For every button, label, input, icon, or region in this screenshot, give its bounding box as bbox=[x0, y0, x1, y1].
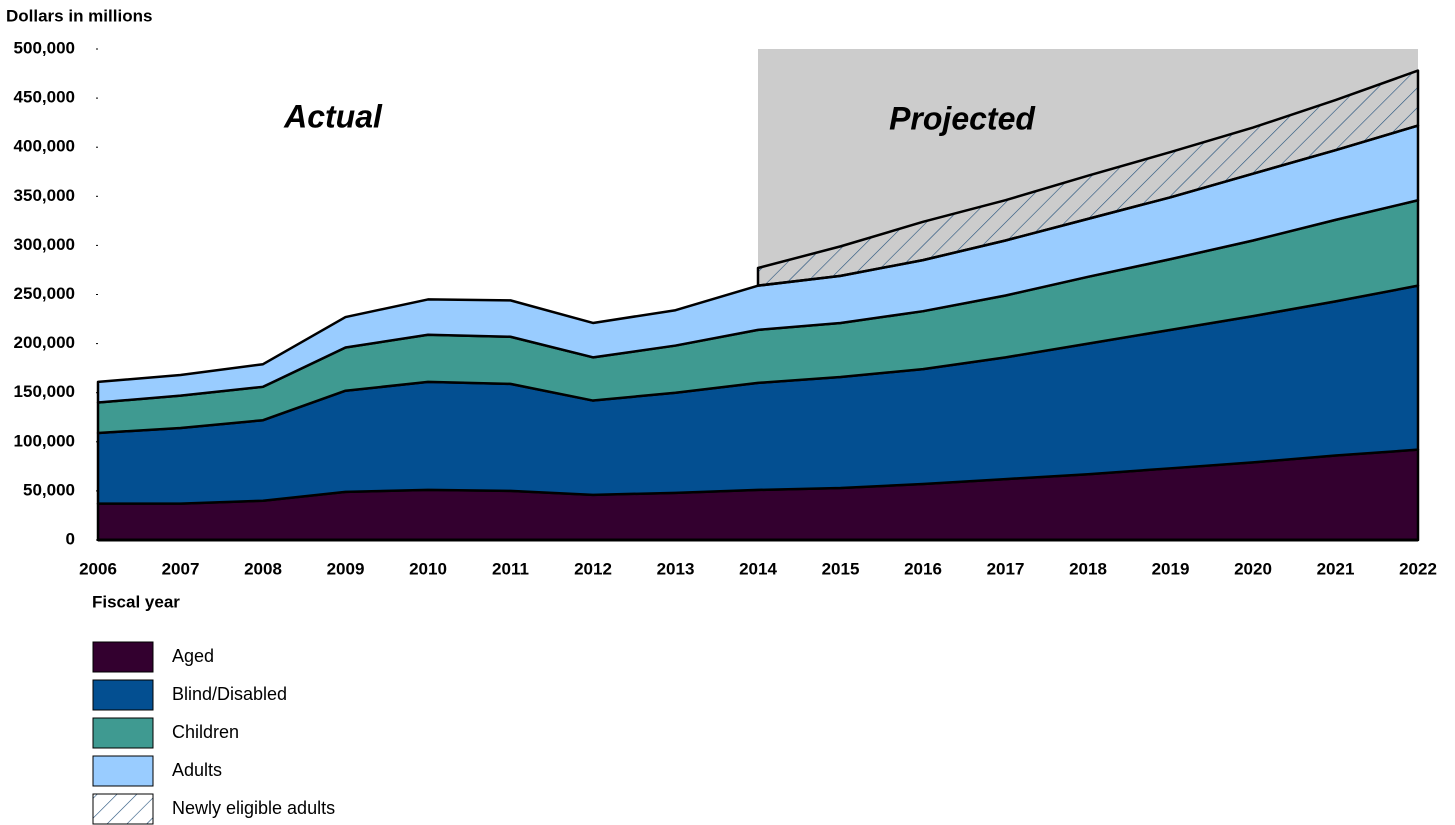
x-tick-label: 2010 bbox=[409, 559, 447, 578]
legend-label: Adults bbox=[172, 760, 222, 780]
legend-label: Aged bbox=[172, 646, 214, 666]
x-tick-label: 2011 bbox=[492, 559, 529, 578]
x-tick-label: 2021 bbox=[1317, 559, 1355, 578]
y-tick-label: 500,000 bbox=[14, 38, 75, 57]
y-tick-label: 300,000 bbox=[14, 235, 75, 254]
x-tick-label: 2009 bbox=[327, 559, 365, 578]
legend-label: Children bbox=[172, 722, 239, 742]
annotation: Actual bbox=[283, 98, 383, 134]
y-tick-label: 50,000 bbox=[23, 480, 75, 499]
legend-label: Blind/Disabled bbox=[172, 684, 287, 704]
x-tick-label: 2019 bbox=[1152, 559, 1190, 578]
y-tick-label: 400,000 bbox=[14, 137, 75, 156]
legend-swatch bbox=[92, 641, 154, 673]
y-tick-label: 200,000 bbox=[14, 333, 75, 352]
x-tick-label: 2012 bbox=[574, 559, 612, 578]
legend-swatch bbox=[92, 717, 154, 749]
y-tick-label: 250,000 bbox=[14, 284, 75, 303]
x-axis-label: Fiscal year bbox=[92, 592, 180, 611]
y-tick-label: 350,000 bbox=[14, 186, 75, 205]
legend-label: Newly eligible adults bbox=[172, 798, 335, 818]
x-tick-label: 2018 bbox=[1069, 559, 1107, 578]
x-tick-label: 2022 bbox=[1399, 559, 1437, 578]
y-tick-label: 0 bbox=[66, 529, 75, 548]
y-tick-label: 150,000 bbox=[14, 382, 75, 401]
legend-swatch bbox=[92, 755, 154, 787]
y-tick-label: 100,000 bbox=[14, 431, 75, 450]
x-tick-label: 2008 bbox=[244, 559, 282, 578]
x-tick-label: 2017 bbox=[987, 559, 1025, 578]
x-tick-label: 2020 bbox=[1234, 559, 1272, 578]
y-axis-label: Dollars in millions bbox=[6, 6, 152, 25]
legend-swatch bbox=[92, 679, 154, 711]
x-tick-label: 2015 bbox=[822, 559, 860, 578]
y-tick-label: 450,000 bbox=[14, 88, 75, 107]
x-tick-label: 2016 bbox=[904, 559, 942, 578]
x-tick-label: 2013 bbox=[657, 559, 695, 578]
x-tick-label: 2006 bbox=[79, 559, 117, 578]
area bbox=[756, 69, 1420, 287]
legend-swatch bbox=[92, 793, 154, 825]
x-tick-label: 2007 bbox=[162, 559, 200, 578]
x-tick-label: 2014 bbox=[739, 559, 777, 578]
area bbox=[96, 124, 1420, 404]
annotation: Projected bbox=[889, 100, 1036, 136]
